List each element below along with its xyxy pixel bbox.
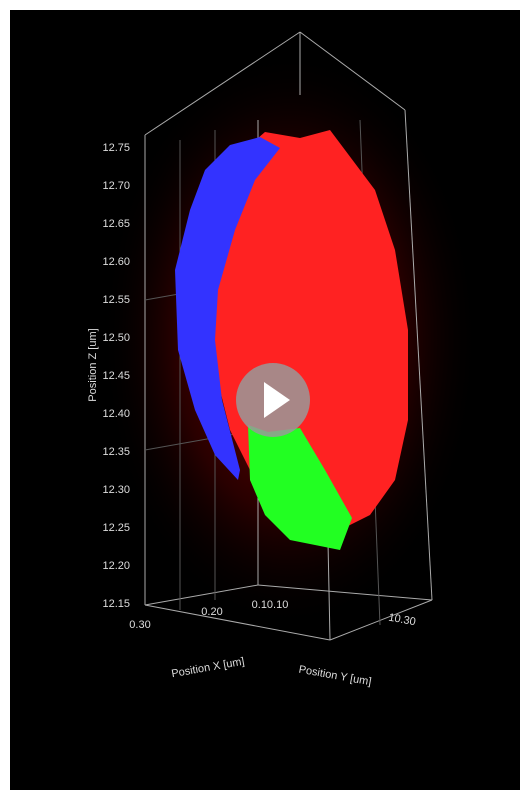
z-axis-label: Position Z [um] [87, 328, 99, 401]
video-player: 12.75 12.70 12.65 12.60 12.55 12.50 12.45 12.40… [0, 0, 524, 794]
play-button[interactable] [236, 363, 310, 437]
x-tick-label: 0.30 [129, 619, 150, 631]
x-tick-label: 0.10.10 [252, 599, 289, 611]
z-tick-label: 12.15 [102, 598, 130, 610]
z-tick-label: 12.35 [102, 446, 130, 458]
z-tick-label: 12.50 [102, 332, 130, 344]
z-tick-label: 12.60 [102, 256, 130, 268]
z-tick-label: 12.55 [102, 294, 130, 306]
page: {"axes": { "z": {"label": "Position Z [u… [0, 0, 524, 794]
z-tick-label: 12.30 [102, 484, 130, 496]
z-tick-label: 12.40 [102, 408, 130, 420]
z-tick-label: 12.65 [102, 218, 130, 230]
z-tick-label: 12.25 [102, 522, 130, 534]
z-tick-label: 12.75 [102, 142, 130, 154]
z-tick-label: 12.70 [102, 180, 130, 192]
z-tick-label: 12.45 [102, 370, 130, 382]
z-tick-label: 12.20 [102, 560, 130, 572]
x-tick-label: 0.20 [201, 606, 222, 618]
